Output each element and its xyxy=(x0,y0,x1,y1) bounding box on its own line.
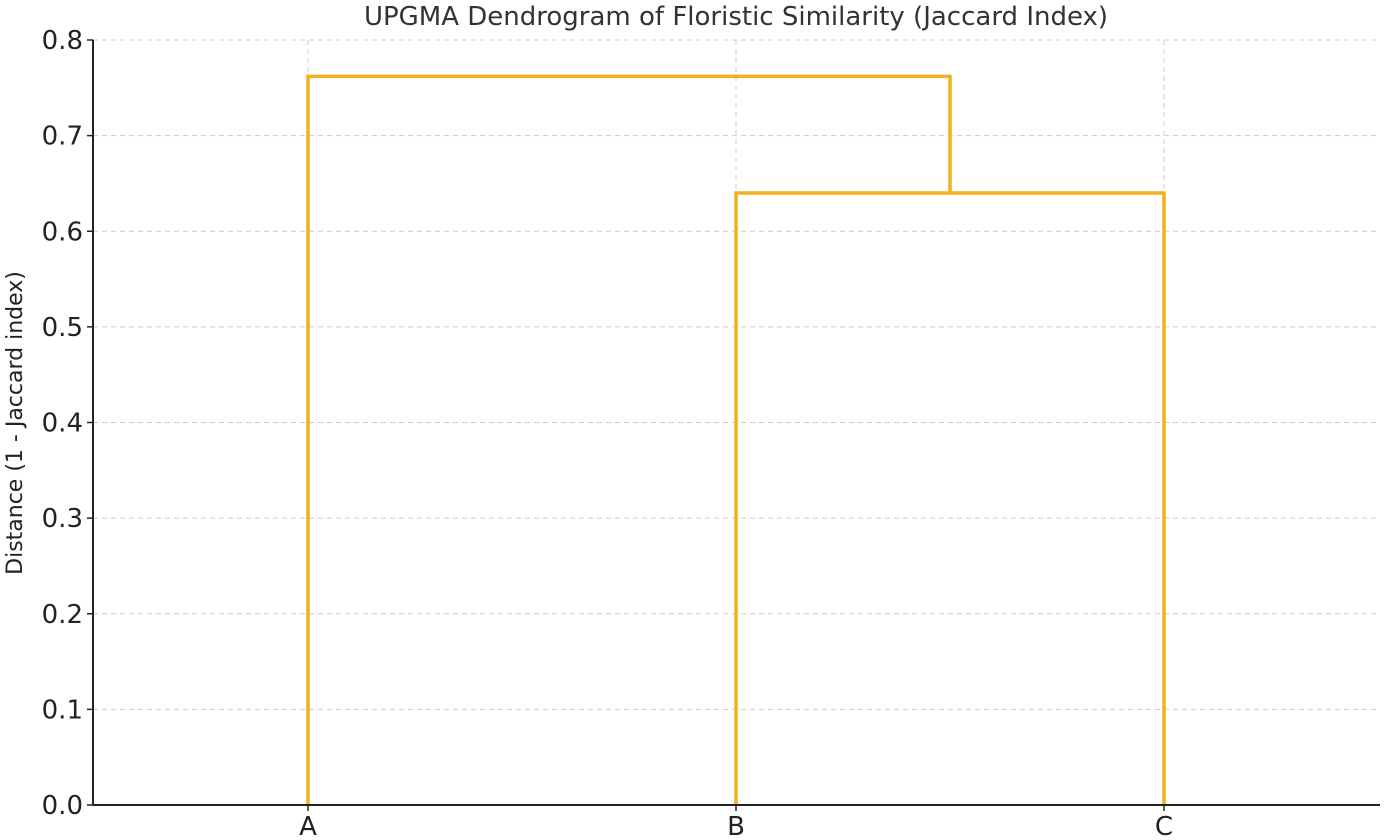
y-tick-label: 0.6 xyxy=(42,217,83,247)
tick-labels: 0.0 0.1 0.2 0.3 0.4 0.5 0.6 0.7 0.8 A B C xyxy=(42,26,1173,840)
x-tick-label-c: C xyxy=(1155,812,1173,840)
dendrogram-link-2 xyxy=(306,74,952,805)
dendrogram-links xyxy=(306,74,1166,805)
x-tick-label-a: A xyxy=(299,812,317,840)
dendrogram-link-1 xyxy=(734,191,1166,805)
y-tick-label: 0.2 xyxy=(42,600,83,630)
x-tick-label-b: B xyxy=(727,812,745,840)
y-tick-label: 0.3 xyxy=(42,504,83,534)
y-tick-label: 0.7 xyxy=(42,122,83,152)
y-tick-label: 0.8 xyxy=(42,26,83,56)
y-axis-label: Distance (1 - Jaccard index) xyxy=(3,271,28,575)
y-tick-label: 0.4 xyxy=(42,409,83,439)
y-tick-label: 0.0 xyxy=(42,791,83,821)
axes xyxy=(87,39,1380,811)
chart-title: UPGMA Dendrogram of Floristic Similarity… xyxy=(364,2,1108,32)
y-tick-label: 0.5 xyxy=(42,313,83,343)
y-tick-label: 0.1 xyxy=(42,695,83,725)
